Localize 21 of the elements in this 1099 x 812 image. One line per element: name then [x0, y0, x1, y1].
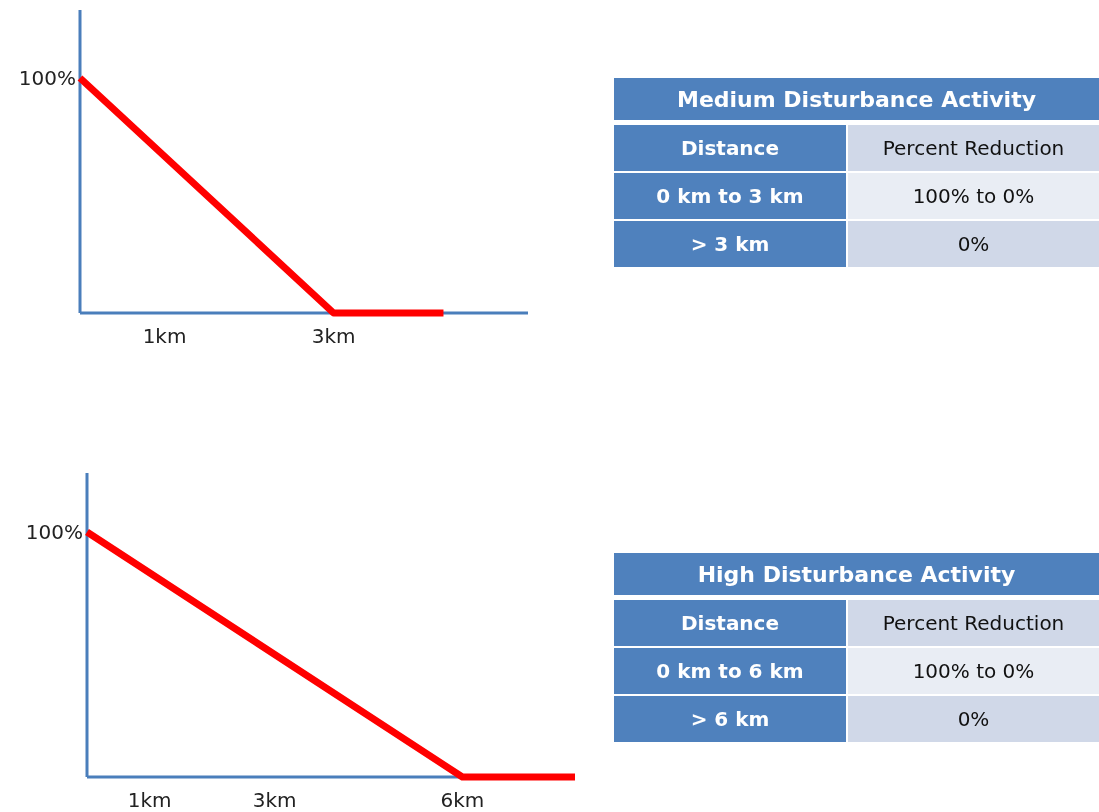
text: 100% to 0%	[912, 659, 1035, 683]
text: Medium Disturbance Activity	[676, 86, 1037, 112]
x-tick-label: 1km	[142, 324, 187, 348]
annotation: 100%	[25, 520, 83, 544]
text: > 3 km	[690, 232, 770, 256]
x-tick-label: 1km	[127, 788, 172, 812]
x-tick-label: 6km	[440, 788, 485, 812]
text: 0%	[957, 232, 990, 256]
text: 100% to 0%	[912, 184, 1035, 208]
text: > 6 km	[690, 707, 770, 731]
text: Percent Reduction	[882, 136, 1065, 160]
x-tick-label: 3km	[311, 324, 356, 348]
text: Distance	[680, 136, 780, 160]
text: High Disturbance Activity	[697, 561, 1016, 587]
text: 0 km to 6 km	[656, 659, 804, 683]
text: 0%	[957, 707, 990, 731]
text: Distance	[680, 611, 780, 635]
text: Percent Reduction	[882, 611, 1065, 635]
annotation: 100%	[18, 66, 76, 90]
x-tick-label: 3km	[252, 788, 297, 812]
text: 0 km to 3 km	[656, 184, 804, 208]
